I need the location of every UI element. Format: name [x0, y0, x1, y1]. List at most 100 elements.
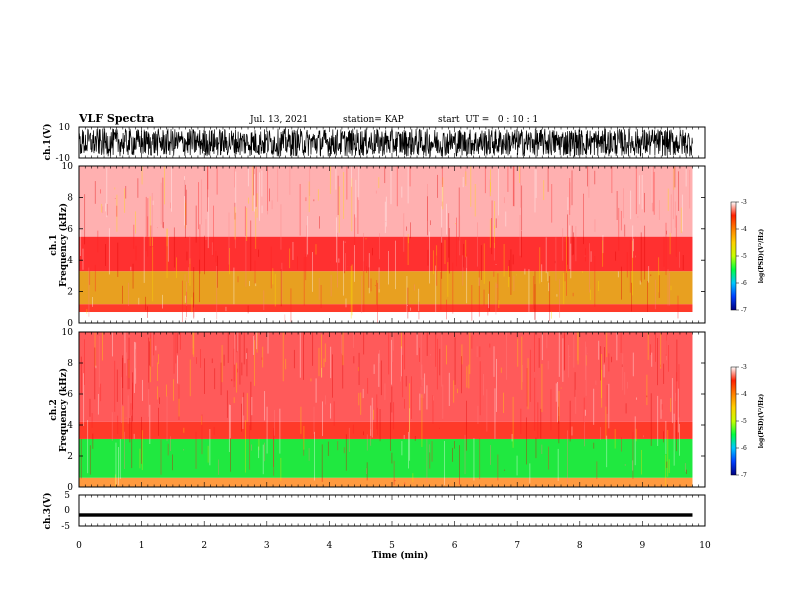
ch2-spectrogram-streak [646, 374, 648, 406]
ch1-spectrogram-streak [258, 249, 260, 257]
ch2-spectrogram-streak [550, 389, 552, 431]
ch2-spectrogram-streak [563, 332, 565, 371]
ch2-spectrogram-streak [342, 332, 344, 366]
ch2-spectrogram-streak [273, 427, 274, 467]
ch1-spectrogram-streak [335, 166, 337, 190]
ch2-spectrogram-streak [558, 390, 560, 422]
ch1-spectrogram-streak [410, 307, 412, 311]
ch1-spectrogram-image [79, 166, 693, 323]
ch1-spectrogram-streak [477, 222, 478, 267]
ch2-spectrogram-streak [254, 340, 255, 386]
ch1-spectrogram-streak [675, 215, 677, 257]
ch2-spectrogram-streak [117, 415, 119, 435]
ch2-spectrogram-streak [285, 358, 287, 370]
ch1-spectrogram-streak [427, 196, 428, 236]
ch1-spectrogram-streak [229, 247, 230, 275]
ch1-spectrogram-streak [495, 282, 497, 315]
ch2-spectrogram-streak [468, 364, 470, 389]
ch1-spectrogram-streak [164, 166, 165, 205]
ch1-spectrogram-streak [465, 171, 467, 186]
ch2-spectrogram-streak [114, 360, 116, 412]
ch1-spectrogram-streak [567, 214, 568, 265]
ch2-spectrogram-streak [595, 380, 597, 385]
ch2-spectrogram-streak [80, 438, 82, 479]
ch2-spectrogram-streak [454, 337, 456, 385]
ch1-spectrogram-streak [653, 209, 655, 213]
ch1-spectrogram-streak [105, 244, 106, 266]
ch1-spectrogram-panel: 0 2 4 6 8 10 ch.1 Frequency (kHz) [49, 162, 706, 329]
ch2-spectrogram-streak [262, 346, 264, 368]
ch1-spectrogram-streak [620, 210, 622, 231]
ch2-spectrogram-streak [671, 378, 673, 424]
time-axis-label: Time (min) [372, 550, 429, 561]
ch1-spectrogram-streak [490, 169, 491, 192]
ch2-spectrogram-streak [341, 332, 343, 354]
ch2-spectrogram-streak [125, 417, 127, 419]
ch1-spectrogram-streak [313, 199, 315, 202]
ch2-spectrogram-streak [573, 332, 575, 368]
ch1-spectrogram-streak [189, 258, 191, 286]
ch1-spectrogram-streak [361, 275, 363, 314]
ch1-spectrogram-streak [567, 197, 569, 211]
ch2-spectrogram-streak [627, 381, 629, 389]
ch2-spectrogram-streak [315, 378, 317, 403]
time-axis-tick-label: 6 [452, 541, 458, 551]
ch1-spectrogram-streak [167, 235, 169, 262]
ch1-spectrogram-streak [84, 194, 86, 245]
ch2-spectrogram-streak [175, 332, 177, 364]
ch2-colorbar-tick-label: -7 [741, 472, 747, 479]
ch2-spectrogram-streak [122, 355, 124, 405]
ch1-spectrogram-streak [448, 227, 450, 274]
ch1-spectrogram-streak [681, 194, 683, 232]
ch2-spectrogram-streak [366, 434, 368, 451]
ch2-spectrogram-streak [490, 445, 491, 465]
ch1-spectrogram-band [79, 236, 693, 272]
ch1-spectrogram-band [79, 271, 693, 305]
ch1-spectrogram-streak [615, 251, 617, 261]
ch1-spectrogram-streak [151, 192, 153, 247]
header-start-time: start UT = 0 : 10 : 1 [438, 115, 538, 125]
ch1-spectrogram-streak [444, 239, 446, 264]
ch2-spectrogram-streak [668, 459, 670, 473]
ch2-spectrogram-streak [149, 341, 151, 366]
ch2-spectrogram-streak [558, 406, 559, 424]
ch3-ytick-middle: 0 [64, 506, 70, 516]
ch1-spectrogram-streak [395, 240, 396, 290]
ch1-spectrogram-streak [82, 248, 84, 270]
ch2-spectrogram-ylabel: ch.2 [49, 399, 59, 420]
ch3-ytick-bottom: -5 [61, 522, 70, 532]
ch1-spectrogram-streak [484, 166, 486, 194]
ch1-spectrogram-streak [673, 166, 675, 190]
ch1-spectrogram-streak [368, 267, 370, 288]
ch1-spectrogram-streak [658, 200, 660, 220]
ch2-spectrogram-streak [371, 397, 373, 438]
ch1-spectrogram-streak [462, 255, 464, 286]
ch1-spectrogram-streak [407, 166, 409, 204]
ch1-spectrogram-streak [92, 297, 93, 307]
ch2-spectrogram-streak [124, 332, 126, 364]
ch1-spectrogram-streak [344, 253, 346, 271]
ch1-spectrogram-streak [196, 205, 197, 235]
ch1-spectrogram-streak [234, 212, 236, 249]
ch2-spectrogram-streak [207, 445, 209, 463]
ch2-spectrogram-streak [209, 429, 211, 466]
ch2-spectrogram-streak [157, 386, 159, 400]
time-axis-tick-label: 3 [264, 541, 270, 551]
ch1-spectrogram-streak [594, 256, 596, 307]
ch1-spectrogram-streak [343, 172, 345, 219]
ch2-spectrogram-streak [584, 409, 585, 447]
ch1-spectrogram-streak [658, 275, 660, 298]
ch2-spectrogram-streak [535, 437, 537, 459]
ch1-spectrogram-streak [644, 225, 646, 280]
ch1-spectrogram-streak [563, 272, 565, 305]
ch2-spectrogram-streak [404, 482, 406, 486]
ch1-spectrogram-streak [432, 250, 434, 275]
ch2-spectrogram-streak [141, 416, 142, 464]
ch1-spectrogram-streak [337, 175, 339, 216]
ch2-spectrogram-streak [379, 349, 380, 363]
ch1-spectrogram-streak [255, 208, 257, 249]
ch2-spectrogram-streak [111, 412, 113, 441]
ch2-spectrogram-streak [562, 338, 564, 382]
ch2-spectrogram-streak [157, 402, 159, 404]
ch1-spectrogram-streak [621, 266, 622, 300]
